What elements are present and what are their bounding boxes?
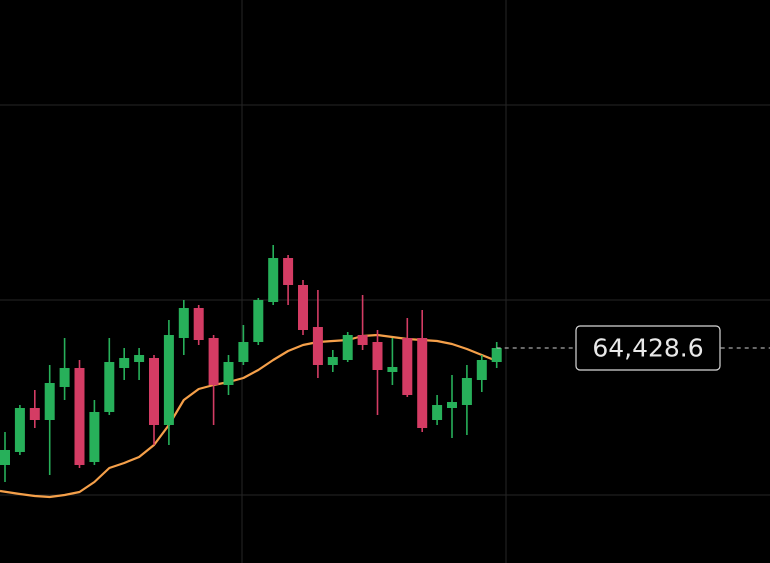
candle-body bbox=[387, 367, 398, 372]
candle-body bbox=[447, 402, 457, 408]
candle-body bbox=[491, 348, 502, 362]
candle-body bbox=[104, 362, 115, 412]
candle-body bbox=[0, 450, 10, 465]
candle-body bbox=[29, 408, 40, 420]
candle-body bbox=[238, 342, 249, 362]
candle-body bbox=[74, 368, 85, 465]
candle-body bbox=[178, 308, 189, 338]
candle-body bbox=[372, 342, 383, 370]
candle-body bbox=[357, 335, 368, 345]
moving-average-line bbox=[0, 333, 498, 499]
last-price-box bbox=[575, 325, 721, 371]
candle-body bbox=[253, 300, 264, 342]
candle-body bbox=[417, 338, 428, 428]
candle-body bbox=[149, 358, 159, 425]
candle-body bbox=[298, 285, 308, 330]
candle-body bbox=[283, 258, 294, 285]
candle-body bbox=[327, 357, 338, 365]
candle-body bbox=[223, 362, 234, 385]
candle-body bbox=[89, 412, 100, 462]
candle-body bbox=[59, 368, 70, 387]
candle-body bbox=[476, 360, 487, 380]
last-price-label: 64,428.6 bbox=[592, 334, 703, 363]
candle-body bbox=[268, 258, 279, 302]
candle-body bbox=[119, 358, 130, 368]
candle-body bbox=[44, 383, 55, 420]
candle-body bbox=[134, 355, 145, 362]
candle-body bbox=[163, 335, 174, 425]
candle-body bbox=[342, 335, 353, 360]
candle-body bbox=[312, 327, 323, 365]
candle-body bbox=[193, 308, 204, 340]
candle-body bbox=[402, 338, 413, 395]
candle-body bbox=[432, 405, 443, 420]
candle-body bbox=[14, 408, 25, 452]
candle-body bbox=[208, 338, 219, 385]
candle-body bbox=[461, 378, 472, 405]
